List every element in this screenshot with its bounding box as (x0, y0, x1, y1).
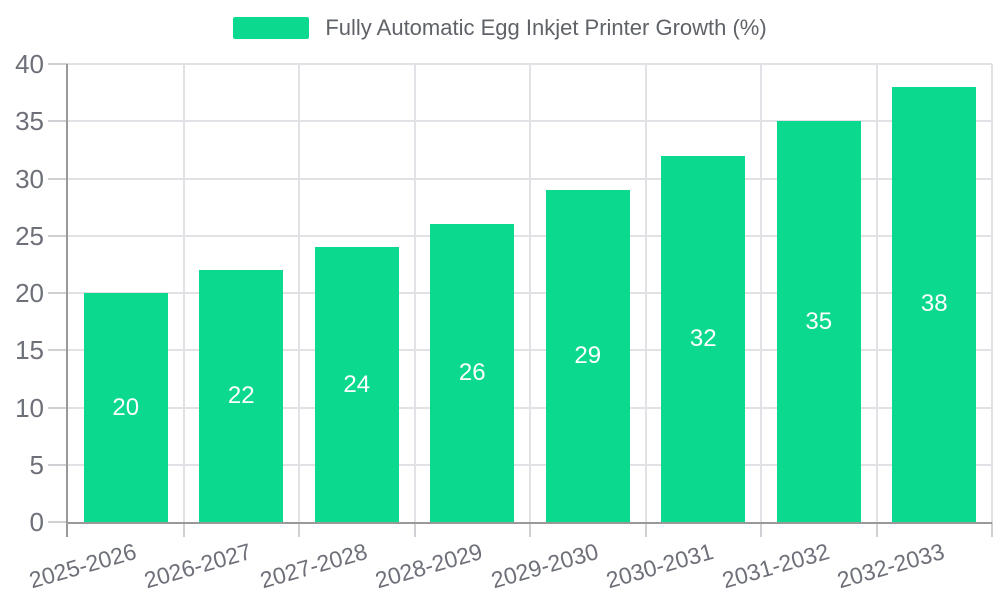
y-axis-label: 0 (29, 507, 44, 537)
vertical-gridline (875, 64, 878, 522)
y-axis-tick-mark (48, 177, 68, 180)
y-axis-tick-mark (48, 292, 68, 294)
x-axis-label: 2025-2026 (26, 538, 139, 594)
bar-2026-2027: 22 (199, 270, 284, 522)
x-axis-tick-mark (182, 522, 185, 537)
bar-2032-2033: 38 (892, 86, 977, 522)
x-axis-tick-mark (644, 522, 647, 537)
vertical-gridline (991, 64, 993, 522)
legend-label: Fully Automatic Egg Inkjet Printer Growt… (325, 15, 767, 40)
x-axis-label: 2031-2032 (719, 538, 832, 594)
bar-value-label: 29 (574, 341, 602, 369)
x-axis-label: 2028-2029 (372, 538, 486, 594)
vertical-gridline (529, 64, 531, 522)
bar-2025-2026: 20 (83, 293, 168, 522)
bar-value-label: 20 (112, 393, 140, 421)
x-axis-tick-mark (760, 522, 762, 537)
y-axis-label: 10 (15, 392, 44, 423)
x-axis-tick-mark (875, 522, 878, 537)
bar-2031-2032: 35 (776, 121, 861, 522)
x-axis-tick-mark (298, 522, 300, 537)
vertical-gridline (760, 64, 762, 522)
x-axis-label: 2030-2031 (603, 538, 717, 594)
legend-item-growth-series[interactable]: Fully Automatic Egg Inkjet Printer Growt… (233, 15, 767, 41)
bar-2028-2029: 26 (430, 224, 515, 522)
legend-swatch (233, 17, 310, 39)
y-axis-label: 25 (15, 220, 44, 251)
y-axis-tick-mark (48, 463, 68, 466)
vertical-gridline (644, 64, 647, 522)
bar-value-label: 26 (458, 359, 486, 387)
y-axis-tick-mark (48, 521, 68, 523)
x-axis-label: 2032-2033 (834, 538, 948, 594)
bar-2029-2030: 29 (545, 189, 630, 522)
x-axis-label: 2027-2028 (257, 538, 370, 594)
y-axis-label: 15 (15, 335, 44, 366)
bar-value-label: 35 (805, 307, 833, 335)
vertical-gridline (298, 64, 300, 522)
bar-2030-2031: 32 (661, 155, 746, 522)
x-axis-label: 2029-2030 (488, 538, 601, 594)
x-axis-tick-mark (529, 522, 531, 537)
y-axis-tick-mark (48, 63, 68, 65)
bar-value-label: 24 (343, 370, 371, 398)
x-axis-label: 2026-2027 (141, 538, 255, 594)
y-axis-tick-mark (48, 406, 68, 409)
y-axis-label: 20 (15, 278, 44, 308)
y-axis-tick-mark (48, 234, 68, 237)
y-axis-label: 40 (15, 49, 44, 79)
bar-value-label: 22 (227, 382, 255, 410)
y-axis-label: 35 (15, 106, 44, 137)
x-axis-tick-mark (991, 522, 993, 537)
x-axis-line (68, 522, 992, 524)
y-axis-line (66, 64, 68, 537)
x-axis-tick-mark (413, 522, 416, 537)
y-axis-tick-mark (48, 349, 68, 352)
vertical-gridline (182, 64, 185, 522)
bar-value-label: 38 (920, 290, 948, 318)
bar-2027-2028: 24 (314, 247, 399, 522)
y-axis-label: 30 (15, 163, 44, 194)
bar-value-label: 32 (689, 324, 717, 352)
vertical-gridline (413, 64, 416, 522)
y-axis-label: 5 (29, 449, 44, 480)
y-axis-tick-mark (48, 120, 68, 123)
chart-legend: Fully Automatic Egg Inkjet Printer Growt… (0, 14, 1000, 42)
